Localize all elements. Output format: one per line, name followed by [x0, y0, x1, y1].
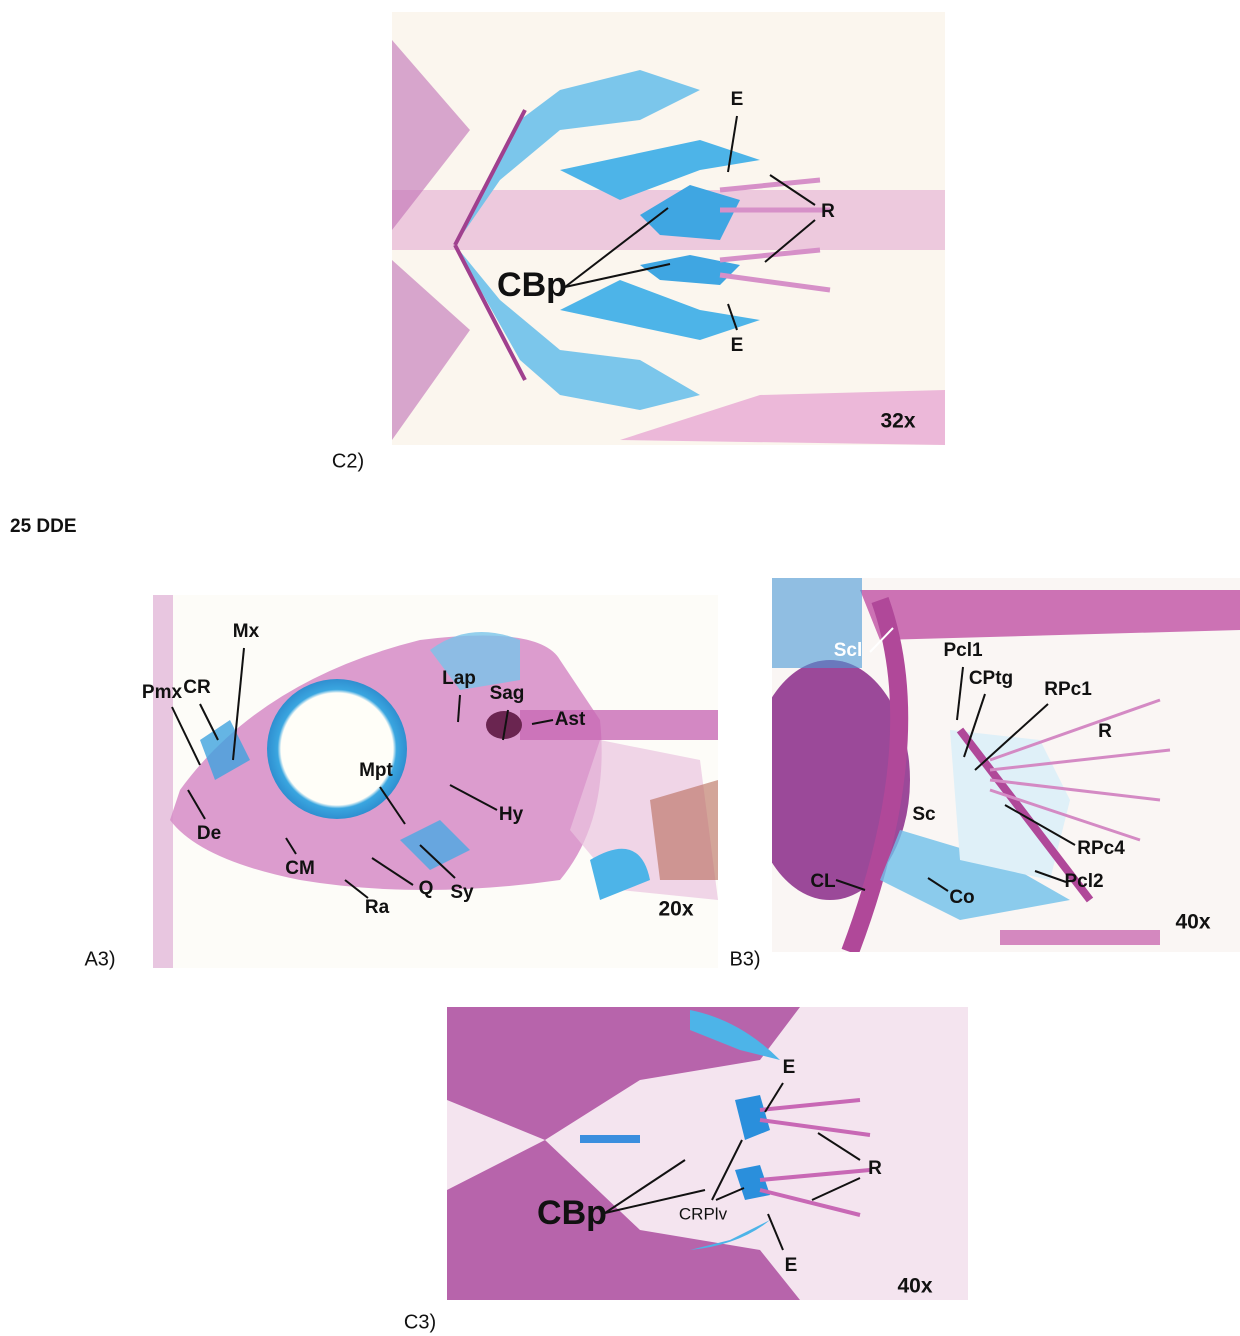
- annotation: CPtg: [969, 668, 1013, 689]
- annotation: CR: [183, 677, 211, 698]
- magnification: 40x: [1175, 911, 1210, 934]
- page: E R CBp E 32x C2) 25 DDE Mx CR Pmx Lap S…: [0, 0, 1240, 1336]
- panel-label: C3): [404, 1311, 436, 1333]
- figure: E R CBp E 32x C2) 25 DDE Mx CR Pmx Lap S…: [0, 0, 1240, 1336]
- annotation: Sy: [450, 882, 474, 903]
- annotation: R: [1098, 721, 1112, 742]
- annotation: CM: [285, 858, 315, 879]
- annotation: Sag: [490, 683, 525, 704]
- panel-label: A3): [84, 948, 115, 970]
- annotation: Lap: [442, 668, 476, 689]
- annotation: Pcl1: [943, 640, 983, 661]
- annotation: R: [821, 201, 835, 222]
- annotation: CBp: [497, 266, 567, 304]
- annotation: CRPlv: [679, 1204, 728, 1223]
- annotation: Ra: [365, 897, 390, 918]
- annotation: Pmx: [142, 682, 183, 703]
- annotation: E: [731, 89, 744, 110]
- annotation: Hy: [499, 804, 524, 825]
- annotation: R: [868, 1158, 882, 1179]
- annotation: E: [783, 1057, 796, 1078]
- annotation: CBp: [537, 1194, 607, 1232]
- panel-label: B3): [729, 948, 760, 970]
- magnification: 20x: [658, 898, 693, 921]
- annotation: Co: [949, 887, 974, 908]
- photo-c3: [447, 1007, 968, 1300]
- annotation: Mpt: [359, 760, 393, 781]
- photo-c2: [392, 12, 945, 445]
- annotation: CL: [810, 871, 836, 892]
- annotation: Pcl2: [1064, 871, 1103, 892]
- annotation: E: [731, 335, 744, 356]
- annotation: RPc1: [1044, 679, 1092, 700]
- annotation: E: [785, 1255, 798, 1276]
- section-heading: 25 DDE: [10, 516, 77, 537]
- annotation: Scl: [834, 640, 863, 661]
- magnification: 40x: [897, 1275, 932, 1298]
- annotation: RPc4: [1077, 838, 1125, 859]
- annotation: De: [197, 823, 221, 844]
- photo-a3: [153, 595, 718, 968]
- photo-b3: [750, 578, 1240, 952]
- annotation: Mx: [233, 621, 260, 642]
- annotation: Q: [419, 878, 434, 899]
- panel-label: C2): [332, 450, 364, 472]
- magnification: 32x: [880, 410, 915, 433]
- annotation: Sc: [912, 804, 936, 825]
- annotation: Ast: [555, 709, 586, 730]
